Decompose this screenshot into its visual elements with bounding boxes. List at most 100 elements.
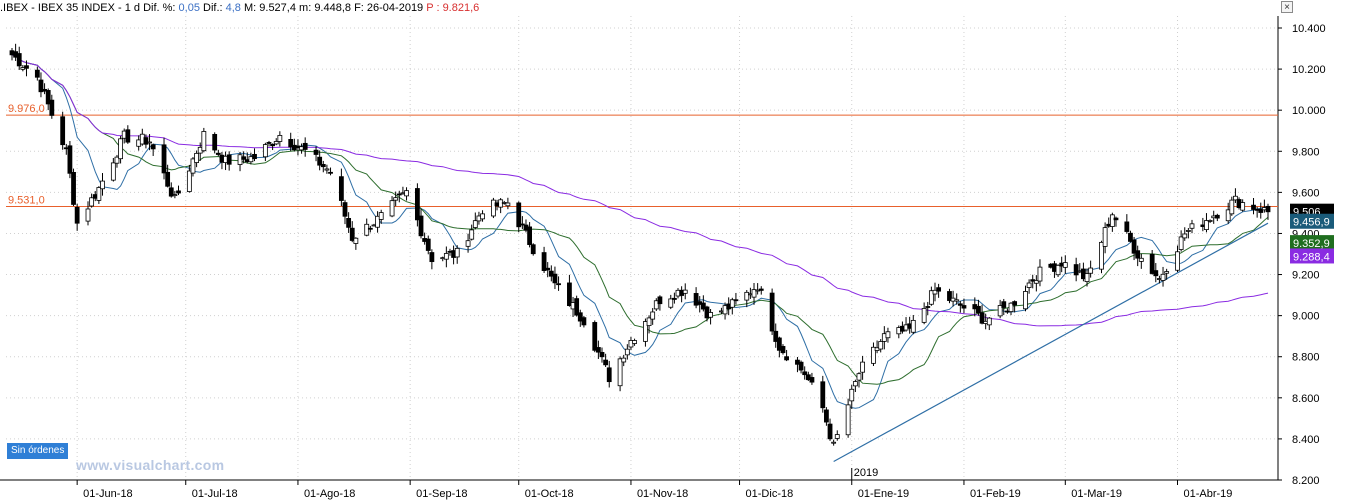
candle [1012, 300, 1018, 313]
candle-body [871, 346, 876, 364]
candle [480, 210, 485, 222]
candle [190, 157, 196, 177]
candle-body [784, 356, 789, 361]
candle-body [606, 367, 612, 383]
candle-body [313, 149, 319, 155]
candle [849, 384, 855, 409]
candle-body [773, 330, 779, 342]
candle [248, 152, 254, 165]
candle [165, 164, 171, 188]
candle-body [1225, 209, 1231, 222]
candle-body [60, 116, 66, 146]
candle [24, 60, 29, 77]
candle [657, 295, 663, 311]
candle-body [168, 187, 174, 197]
candle-body [595, 347, 601, 353]
candle-body [827, 423, 833, 440]
candle-body [581, 317, 587, 326]
candle-body [118, 138, 123, 160]
candle-body [74, 206, 80, 224]
candle [302, 137, 308, 157]
chart-header: .IBEX - IBEX 35 INDEX - 1 d Dif. %: 0,05… [0, 0, 1350, 16]
candle [172, 190, 178, 199]
candle-body [1131, 239, 1137, 254]
candle [603, 353, 609, 368]
candle-body [860, 361, 866, 373]
price-tag-label: 9.456,9 [1293, 217, 1330, 229]
candle [425, 235, 431, 255]
candle-body [831, 441, 837, 444]
candle [1229, 196, 1235, 216]
candle [176, 185, 181, 196]
candle [1084, 268, 1090, 287]
candle-body [212, 133, 218, 151]
candle [1102, 222, 1108, 254]
candle [1062, 255, 1068, 274]
axes: 8.2008.4008.6008.8009.0009.2009.4009.600… [0, 16, 1326, 500]
candle [1214, 213, 1220, 222]
candle [465, 233, 471, 253]
candle [646, 315, 652, 334]
candle [349, 221, 355, 243]
candle [751, 283, 757, 305]
candle-body [824, 409, 829, 423]
candle [186, 164, 192, 193]
candle-body [16, 53, 22, 67]
candle-body [317, 156, 323, 166]
candle-body [976, 305, 981, 314]
candle-body [885, 331, 891, 339]
candle [168, 182, 174, 198]
candle-body [621, 357, 627, 363]
price-tag-label: 9.352,9 [1293, 238, 1330, 250]
close-chart-button[interactable]: × [1281, 1, 1293, 13]
candle-body [776, 337, 782, 351]
candle-body [215, 152, 221, 155]
candle [1204, 213, 1209, 233]
y-tick-label: 10.400 [1292, 23, 1326, 35]
candle-body [1240, 202, 1246, 211]
candle [671, 292, 677, 304]
candle-body [1251, 204, 1256, 210]
candle [574, 295, 580, 317]
candle-body [1128, 232, 1133, 242]
price-tag-label: 9.288,4 [1293, 251, 1330, 263]
candle [114, 154, 120, 168]
candle [1225, 202, 1231, 224]
candle-body [624, 348, 630, 356]
candle [252, 148, 257, 162]
candle-body [320, 164, 326, 168]
ma-mid-line [11, 54, 1269, 385]
candle-body [780, 346, 786, 354]
candle-body [252, 153, 257, 160]
candle-body [1185, 230, 1191, 232]
x-tick-label: 01-Sep-18 [416, 488, 467, 500]
candle [389, 196, 395, 218]
price-tag-box [1290, 248, 1334, 264]
candle-body [1023, 291, 1028, 310]
dif-label: Dif.: [199, 2, 226, 14]
candle-body [465, 240, 471, 247]
y-tick-label: 8.800 [1292, 352, 1320, 364]
candle [773, 323, 779, 348]
candle [708, 309, 713, 325]
candle-body [1124, 221, 1130, 232]
orders-button[interactable]: Sin órdenes [7, 443, 69, 459]
candle [606, 360, 612, 388]
candle [1001, 298, 1007, 316]
candle-body [38, 79, 44, 93]
x-tick-label: 01-Abr-19 [1184, 488, 1233, 500]
candle-body [1113, 217, 1119, 221]
candle [1113, 216, 1119, 227]
candle [313, 146, 319, 162]
candle-body [1001, 301, 1007, 308]
candle [429, 249, 435, 270]
candle-body [342, 202, 348, 217]
candle-body [928, 290, 934, 305]
candle [85, 201, 91, 226]
candle-body [241, 156, 247, 160]
candle-body [577, 312, 583, 322]
candle [979, 304, 985, 325]
candle [34, 66, 40, 81]
candle [201, 127, 207, 153]
candle-body [722, 305, 728, 315]
